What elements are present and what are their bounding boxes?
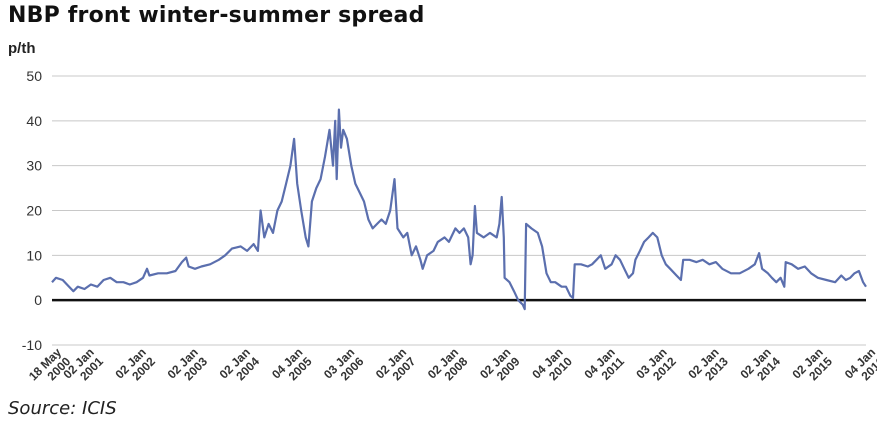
y-tick-label: 0: [34, 292, 42, 308]
x-tick-label: 04 Jan2010: [529, 345, 575, 391]
x-tick-label-text: 02 Jan2004: [217, 345, 263, 391]
x-tick-label: 02 Jan2014: [737, 345, 783, 391]
y-tick-label: -10: [22, 337, 42, 353]
x-tick-label: 02 Jan2009: [477, 345, 523, 391]
x-tick-label: 02 Jan2003: [165, 345, 211, 391]
x-tick-label-text: 02 Jan2013: [685, 345, 731, 391]
x-tick-label-text: 02 Jan2009: [477, 345, 523, 391]
source-note: Source: ICIS: [8, 398, 117, 419]
chart-title: NBP front winter-summer spread: [8, 3, 425, 28]
x-tick-label: 02 Jan2004: [217, 345, 263, 391]
y-tick-label: 10: [26, 247, 42, 263]
x-tick-label: 04 Jan2016: [842, 345, 877, 391]
x-tick-label-text: 02 Jan2003: [165, 345, 211, 391]
x-tick-label-text: 02 Jan2001: [60, 345, 106, 391]
y-tick-label: 20: [26, 203, 42, 219]
x-tick-label-text: 03 Jan2012: [633, 345, 679, 391]
x-tick-label-text: 02 Jan2008: [425, 345, 471, 391]
x-tick-label: 03 Jan2006: [321, 345, 367, 391]
y-tick-label: 40: [26, 113, 42, 129]
x-tick-label: 02 Jan2015: [789, 345, 835, 391]
y-tick-label: 30: [26, 158, 42, 174]
x-tick-label: 02 Jan2001: [60, 345, 106, 391]
x-tick-label-text: 04 Jan2005: [269, 345, 315, 391]
x-tick-label-text: 02 Jan2007: [373, 345, 419, 391]
x-tick-label: 02 Jan2007: [373, 345, 419, 391]
x-tick-label-text: 04 Jan2016: [842, 345, 877, 391]
x-tick-label-text: 02 Jan2015: [789, 345, 835, 391]
y-tick-label: 50: [26, 68, 42, 84]
x-tick-label-text: 02 Jan2002: [112, 345, 158, 391]
x-tick-label: 03 Jan2012: [633, 345, 679, 391]
x-tick-label: 02 Jan2013: [685, 345, 731, 391]
x-tick-label-text: 04 Jan2010: [529, 345, 575, 391]
y-axis-label: p/th: [8, 40, 36, 57]
x-tick-label-text: 03 Jan2006: [321, 345, 367, 391]
x-tick-label-text: 04 Jan2011: [581, 345, 627, 391]
x-tick-label: 02 Jan2008: [425, 345, 471, 391]
x-tick-label: 02 Jan2002: [112, 345, 158, 391]
x-tick-label: 04 Jan2011: [581, 345, 627, 391]
series-line: [51, 108, 867, 311]
x-tick-label: 04 Jan2005: [269, 345, 315, 391]
x-tick-label-text: 02 Jan2014: [737, 345, 783, 391]
